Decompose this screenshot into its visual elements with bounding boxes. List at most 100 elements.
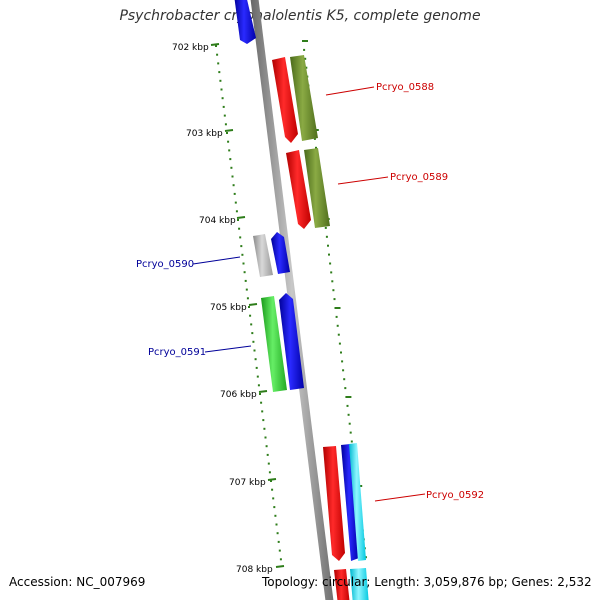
tick-dot-left-8 [223, 114, 226, 117]
tick-dot-left-56 [276, 532, 279, 535]
leader-line-0588 [325, 86, 375, 96]
gene-feature-0591-green[interactable] [261, 296, 287, 392]
tick-dot-right-35 [340, 351, 342, 354]
tick-dot-left-37 [255, 366, 258, 369]
leader-line-0590 [192, 256, 241, 265]
topology-label: Topology: circular; Length: 3,059,876 bp… [262, 575, 592, 589]
tick-dot-left-22 [239, 236, 242, 239]
tick-dot-left-33 [251, 332, 254, 335]
tick-dot-right-12 [315, 146, 317, 149]
tick-dot-left-38 [256, 375, 259, 378]
gene-feature-0590-blue[interactable] [271, 232, 290, 274]
accession-label: Accession: NC_007969 [9, 575, 146, 589]
tick-dot-right-27 [331, 280, 334, 283]
tick-dot-left-27 [244, 279, 247, 282]
tick-dot-left-46 [265, 445, 268, 448]
tick-dot-left-14 [230, 166, 233, 169]
tick-dot-right-45 [350, 440, 353, 443]
gene-feature-top-blue[interactable] [234, 0, 256, 44]
scale-tick-702 [210, 43, 220, 46]
tick-dot-left-7 [222, 105, 225, 108]
tick-dot-right-29 [333, 298, 336, 301]
tick-dot-left-21 [238, 227, 241, 230]
tick-dot-right-36 [341, 360, 344, 363]
tick-dot-left-2 [217, 62, 220, 65]
tick-dot-left-30 [248, 306, 250, 308]
leader-line-0592 [374, 493, 426, 502]
tick-dot-left-19 [235, 210, 238, 213]
tick-dot-left-16 [232, 184, 235, 187]
tick-dot-left-5 [220, 88, 223, 91]
tick-dot-right-31 [335, 315, 338, 318]
gene-label-pcryo-0591[interactable]: Pcryo_0591 [148, 347, 206, 358]
tick-dot-left-24 [241, 253, 244, 256]
tick-dot-left-0 [215, 45, 217, 47]
gene-labels: Pcryo_0588 Pcryo_0589 Pcryo_0590 Pcryo_0… [136, 82, 484, 501]
tick-dot-left-31 [249, 314, 252, 317]
tick-dot-right-0 [302, 40, 308, 42]
tick-dot-right-23 [327, 244, 329, 247]
map-title: Psychrobacter cryohalolentis K5, complet… [119, 8, 481, 24]
tick-dot-left-48 [267, 462, 270, 465]
tick-dot-left-20 [237, 219, 239, 221]
gene-feature-0592-blue[interactable] [341, 444, 359, 561]
scale-tick-706 [258, 390, 268, 393]
scale-label-707: 707 kbp [229, 478, 266, 488]
scale-tick-707 [267, 478, 277, 481]
tick-dot-left-55 [275, 523, 278, 526]
gene-feature-0592-cyan[interactable] [349, 443, 366, 561]
tick-dot-right-41 [346, 404, 349, 407]
tick-dot-left-17 [233, 192, 236, 195]
gene-feature-0588-red[interactable] [272, 57, 298, 143]
tick-dot-left-12 [228, 149, 231, 152]
gene-feature-0592-red[interactable] [323, 446, 345, 561]
scale-label-703: 703 kbp [186, 129, 223, 139]
gene-feature-0588-olive[interactable] [290, 55, 318, 141]
scale-label-704: 704 kbp [199, 216, 236, 226]
gene-feature-0591-blue[interactable] [279, 293, 304, 390]
tick-dot-left-54 [274, 514, 277, 517]
gene-label-pcryo-0588[interactable]: Pcryo_0588 [376, 82, 434, 93]
tick-dot-left-18 [234, 201, 237, 204]
tick-dot-right-1 [303, 48, 306, 51]
tick-dot-right-26 [330, 271, 333, 274]
tick-dot-right-30 [334, 307, 341, 309]
gene-label-pcryo-0592[interactable]: Pcryo_0592 [426, 490, 484, 501]
gene-feature-0589-red[interactable] [286, 150, 311, 229]
tick-dot-left-9 [224, 123, 227, 126]
gene-features [234, 0, 369, 600]
tick-dot-right-44 [349, 431, 352, 434]
gene-feature-bottom-red[interactable] [334, 569, 350, 600]
tick-dot-left-34 [252, 340, 255, 343]
scale-label-706: 706 kbp [220, 390, 257, 400]
tick-dot-left-4 [219, 79, 222, 82]
scale-ticks: 702 kbp 703 kbp 704 kbp 705 kbp 706 kbp … [172, 43, 285, 575]
tick-dot-right-24 [328, 253, 330, 256]
gene-label-pcryo-0590[interactable]: Pcryo_0590 [136, 259, 194, 270]
tick-dot-right-11 [313, 137, 316, 140]
scale-label-702: 702 kbp [172, 43, 209, 53]
gene-feature-bottom-cyan[interactable] [350, 568, 369, 600]
tick-dot-right-28 [332, 289, 335, 292]
gene-label-pcryo-0589[interactable]: Pcryo_0589 [390, 172, 448, 183]
tick-dot-left-39 [257, 384, 260, 387]
tick-dot-left-58 [278, 549, 281, 552]
tick-dot-left-57 [277, 540, 280, 543]
tick-dot-left-40 [259, 393, 261, 395]
tick-dot-left-25 [242, 262, 245, 265]
tick-dot-right-38 [343, 378, 346, 381]
tick-dot-left-50 [270, 480, 272, 482]
tick-dot-left-51 [271, 488, 274, 491]
tick-dot-right-21 [324, 226, 327, 229]
tick-dot-left-35 [253, 349, 256, 352]
tick-dot-right-3 [305, 66, 308, 69]
tick-dot-left-52 [272, 497, 275, 500]
tick-dot-left-41 [260, 401, 263, 404]
tick-dot-right-34 [338, 342, 341, 345]
tick-dot-left-59 [279, 558, 282, 561]
tick-dot-left-32 [250, 323, 253, 326]
gene-feature-0589-olive[interactable] [304, 148, 330, 228]
gene-feature-0590-gray[interactable] [253, 234, 273, 277]
tick-dot-left-49 [268, 471, 271, 474]
